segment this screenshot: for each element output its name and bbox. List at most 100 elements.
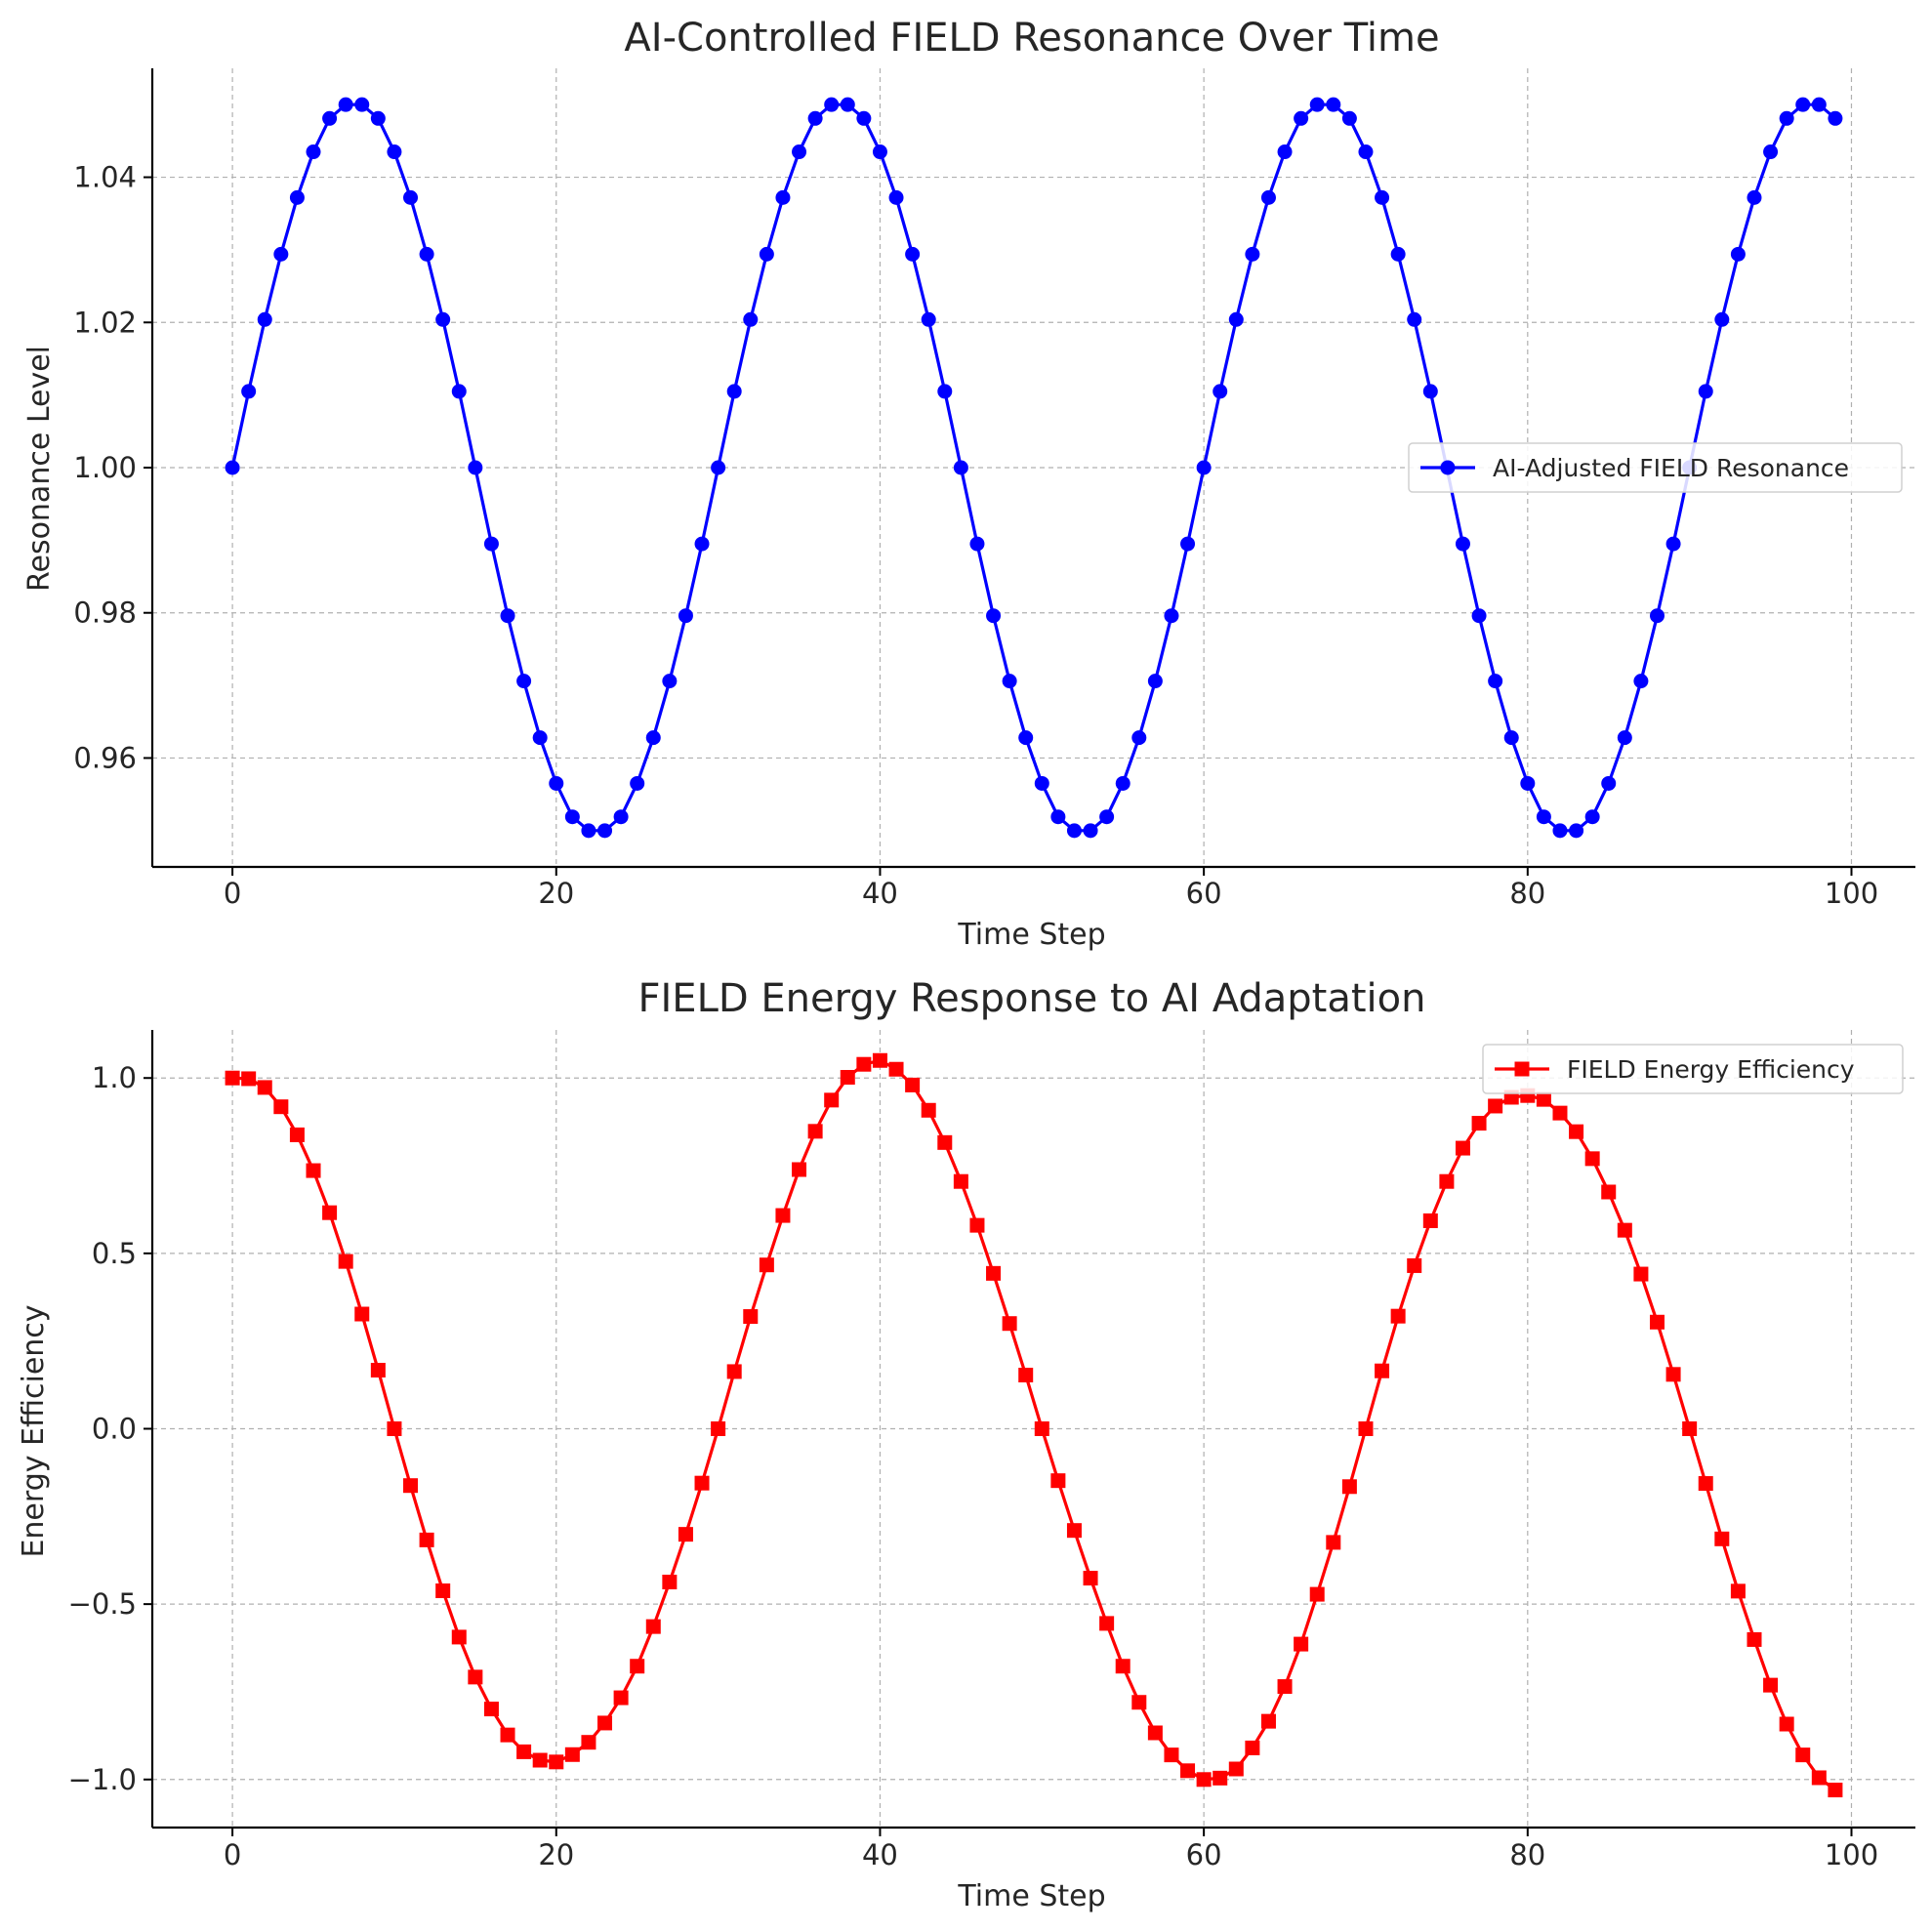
data-point <box>1811 97 1827 112</box>
data-point <box>257 311 272 327</box>
data-point <box>937 1134 953 1150</box>
data-point <box>322 110 338 126</box>
data-point <box>856 110 872 126</box>
data-point <box>1018 730 1034 746</box>
data-point <box>1002 1316 1017 1332</box>
data-point <box>1131 730 1147 746</box>
data-point <box>289 189 305 205</box>
data-point <box>387 1421 402 1436</box>
chart-resonance: AI-Controlled FIELD Resonance Over Time … <box>22 16 1915 952</box>
data-point <box>1422 1213 1438 1228</box>
data-point <box>1503 730 1519 746</box>
data-point <box>872 144 887 160</box>
data-point <box>1714 311 1730 327</box>
x-axis-label: Time Step <box>957 918 1105 952</box>
data-point <box>597 823 613 839</box>
data-point <box>1779 110 1794 126</box>
data-point <box>986 1265 1002 1281</box>
data-point <box>435 1583 451 1598</box>
x-tick-label: 20 <box>538 877 574 910</box>
data-point <box>500 1727 515 1743</box>
data-point <box>322 1205 338 1220</box>
data-point <box>921 1102 936 1118</box>
data-point <box>1730 246 1746 262</box>
data-point <box>1828 1783 1843 1798</box>
y-axis-label: Energy Efficiency <box>17 1304 51 1557</box>
data-point <box>435 311 451 327</box>
data-point <box>1601 1184 1617 1200</box>
data-point <box>759 246 774 262</box>
data-point <box>451 1629 467 1645</box>
data-point <box>289 1127 305 1142</box>
data-point <box>1309 1586 1325 1602</box>
tick-labels: 0 20 40 60 80 100 0.96 0.98 1.00 1.02 1.04 <box>73 161 1878 910</box>
data-point <box>937 384 953 399</box>
data-point <box>824 1092 840 1108</box>
data-point <box>241 1071 257 1087</box>
series-group <box>225 97 1843 839</box>
data-point <box>1795 97 1811 112</box>
data-point <box>532 1752 548 1768</box>
data-point <box>1277 144 1293 160</box>
data-point <box>1471 608 1487 624</box>
data-point <box>581 1735 596 1750</box>
data-point <box>1422 384 1438 399</box>
data-point <box>370 1363 386 1378</box>
data-point <box>1375 1363 1390 1378</box>
data-point <box>516 674 532 689</box>
x-tick-label: 60 <box>1186 877 1222 910</box>
data-point <box>306 1163 321 1178</box>
data-point <box>1034 775 1049 791</box>
data-point <box>613 809 629 825</box>
data-point <box>532 730 548 746</box>
data-point <box>257 1080 272 1095</box>
data-point <box>1115 1659 1130 1674</box>
data-point <box>483 536 499 552</box>
data-point <box>1714 1531 1730 1546</box>
y-tick-label: 1.02 <box>73 306 137 339</box>
legend-marker-shape <box>1440 460 1456 475</box>
data-point <box>1584 1151 1600 1167</box>
data-point <box>1649 608 1665 624</box>
data-point <box>1763 1677 1779 1693</box>
data-point <box>1795 1747 1811 1763</box>
data-point <box>338 1254 353 1269</box>
data-point <box>338 97 353 112</box>
legend-marker <box>1514 1061 1530 1077</box>
y-tick-label: 0.0 <box>92 1413 137 1446</box>
data-point <box>1180 1763 1196 1779</box>
data-point <box>241 384 257 399</box>
legend: FIELD Energy Efficiency <box>1482 1044 1904 1094</box>
data-point <box>1730 1583 1746 1599</box>
data-point <box>792 144 807 160</box>
data-point <box>1375 189 1390 205</box>
data-point <box>953 460 968 475</box>
data-point <box>370 110 386 126</box>
data-point <box>1358 144 1374 160</box>
data-point <box>1407 311 1422 327</box>
data-point <box>969 536 985 552</box>
x-tick-label: 80 <box>1509 1838 1545 1871</box>
data-point <box>273 246 289 262</box>
y-tick-label: −1.0 <box>68 1763 137 1796</box>
data-point <box>1763 144 1779 160</box>
data-point <box>1147 1725 1163 1741</box>
series-line <box>230 103 1836 833</box>
data-point <box>1260 1713 1276 1729</box>
chart-title: AI-Controlled FIELD Resonance Over Time <box>624 16 1439 61</box>
data-point <box>840 97 855 112</box>
data-point <box>1083 1571 1098 1586</box>
data-point <box>1180 536 1196 552</box>
data-point <box>759 1257 774 1273</box>
data-point <box>581 823 596 839</box>
data-point <box>1131 1695 1147 1710</box>
data-point <box>419 246 434 262</box>
data-point <box>905 246 921 262</box>
data-point <box>678 1527 693 1542</box>
data-point <box>694 1475 710 1491</box>
data-point <box>1245 1740 1260 1755</box>
x-tick-label: 100 <box>1825 1838 1878 1871</box>
x-tick-label: 40 <box>862 877 898 910</box>
data-point <box>1213 1770 1228 1786</box>
x-tick-label: 20 <box>538 1838 574 1871</box>
